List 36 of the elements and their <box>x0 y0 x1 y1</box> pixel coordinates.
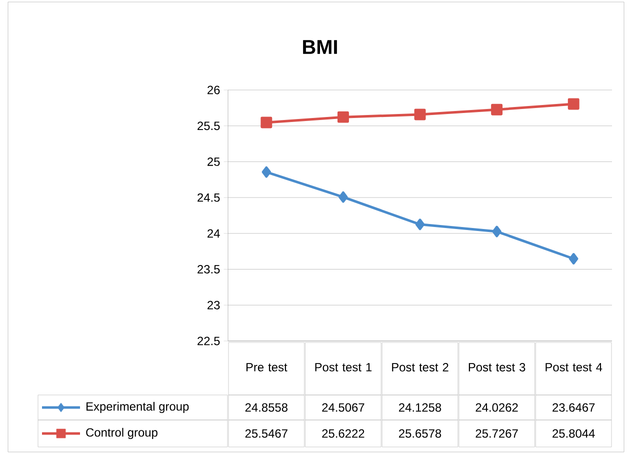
data-label: 25.5467 <box>245 429 288 438</box>
data-label: 23.6467 <box>552 403 595 412</box>
point <box>414 108 426 120</box>
point <box>568 98 580 110</box>
chart-title: BMI <box>303 40 337 54</box>
data-label: 25.6578 <box>398 429 442 438</box>
data-label: 24.1258 <box>398 403 442 412</box>
data-label: 25.7267 <box>476 429 518 438</box>
y-tick-label: 24.5 <box>198 193 220 202</box>
data-label: 24.5067 <box>322 403 364 412</box>
data-label: 25.6222 <box>322 429 364 438</box>
y-tick-label: 26 <box>208 86 220 94</box>
y-tick-label: 25 <box>208 157 220 166</box>
legend-label: Control group <box>86 428 158 440</box>
y-tick-label: 23 <box>208 300 220 310</box>
x-tick-label: Post test 2 <box>392 363 448 372</box>
y-tick-label: 23.5 <box>198 265 220 274</box>
point <box>260 116 272 128</box>
point <box>492 226 502 238</box>
x-tick-label: Post test 4 <box>546 363 602 372</box>
point <box>415 218 425 230</box>
x-tick-label: Post test 3 <box>468 363 526 372</box>
point <box>491 104 503 116</box>
data-label: 24.8558 <box>245 403 288 412</box>
x-tick-label: Post test 1 <box>315 363 372 372</box>
legend-label: Experimental group <box>86 402 189 414</box>
y-tick-label: 22.5 <box>198 336 220 346</box>
point <box>262 166 272 178</box>
x-tick-label: Pre test <box>246 363 288 372</box>
y-tick-label: 25.5 <box>198 122 220 130</box>
point <box>337 111 349 123</box>
point <box>338 191 348 203</box>
point <box>569 253 578 264</box>
data-label: 25.8044 <box>552 429 595 438</box>
data-label: 24.0262 <box>476 403 518 412</box>
y-tick-label: 24 <box>208 229 220 238</box>
